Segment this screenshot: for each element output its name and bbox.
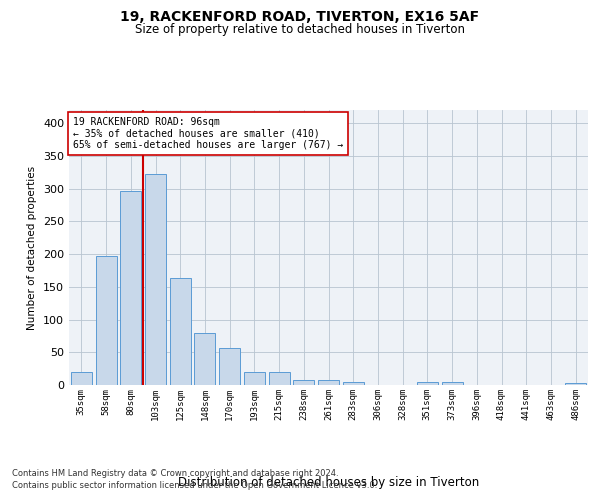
Bar <box>194 332 215 385</box>
Bar <box>120 191 141 385</box>
Text: 19, RACKENFORD ROAD, TIVERTON, EX16 5AF: 19, RACKENFORD ROAD, TIVERTON, EX16 5AF <box>121 10 479 24</box>
Bar <box>318 380 339 385</box>
Bar <box>343 382 364 385</box>
Text: Size of property relative to detached houses in Tiverton: Size of property relative to detached ho… <box>135 22 465 36</box>
Bar <box>442 382 463 385</box>
Bar <box>145 174 166 385</box>
Bar <box>565 383 586 385</box>
Text: Contains public sector information licensed under the Open Government Licence v3: Contains public sector information licen… <box>12 481 377 490</box>
Y-axis label: Number of detached properties: Number of detached properties <box>28 166 37 330</box>
Bar <box>95 256 116 385</box>
Bar <box>417 382 438 385</box>
Bar <box>244 372 265 385</box>
X-axis label: Distribution of detached houses by size in Tiverton: Distribution of detached houses by size … <box>178 476 479 488</box>
Bar <box>71 372 92 385</box>
Bar <box>293 380 314 385</box>
Bar <box>269 372 290 385</box>
Bar <box>219 348 240 385</box>
Text: 19 RACKENFORD ROAD: 96sqm
← 35% of detached houses are smaller (410)
65% of semi: 19 RACKENFORD ROAD: 96sqm ← 35% of detac… <box>73 116 343 150</box>
Text: Contains HM Land Registry data © Crown copyright and database right 2024.: Contains HM Land Registry data © Crown c… <box>12 468 338 477</box>
Bar <box>170 278 191 385</box>
